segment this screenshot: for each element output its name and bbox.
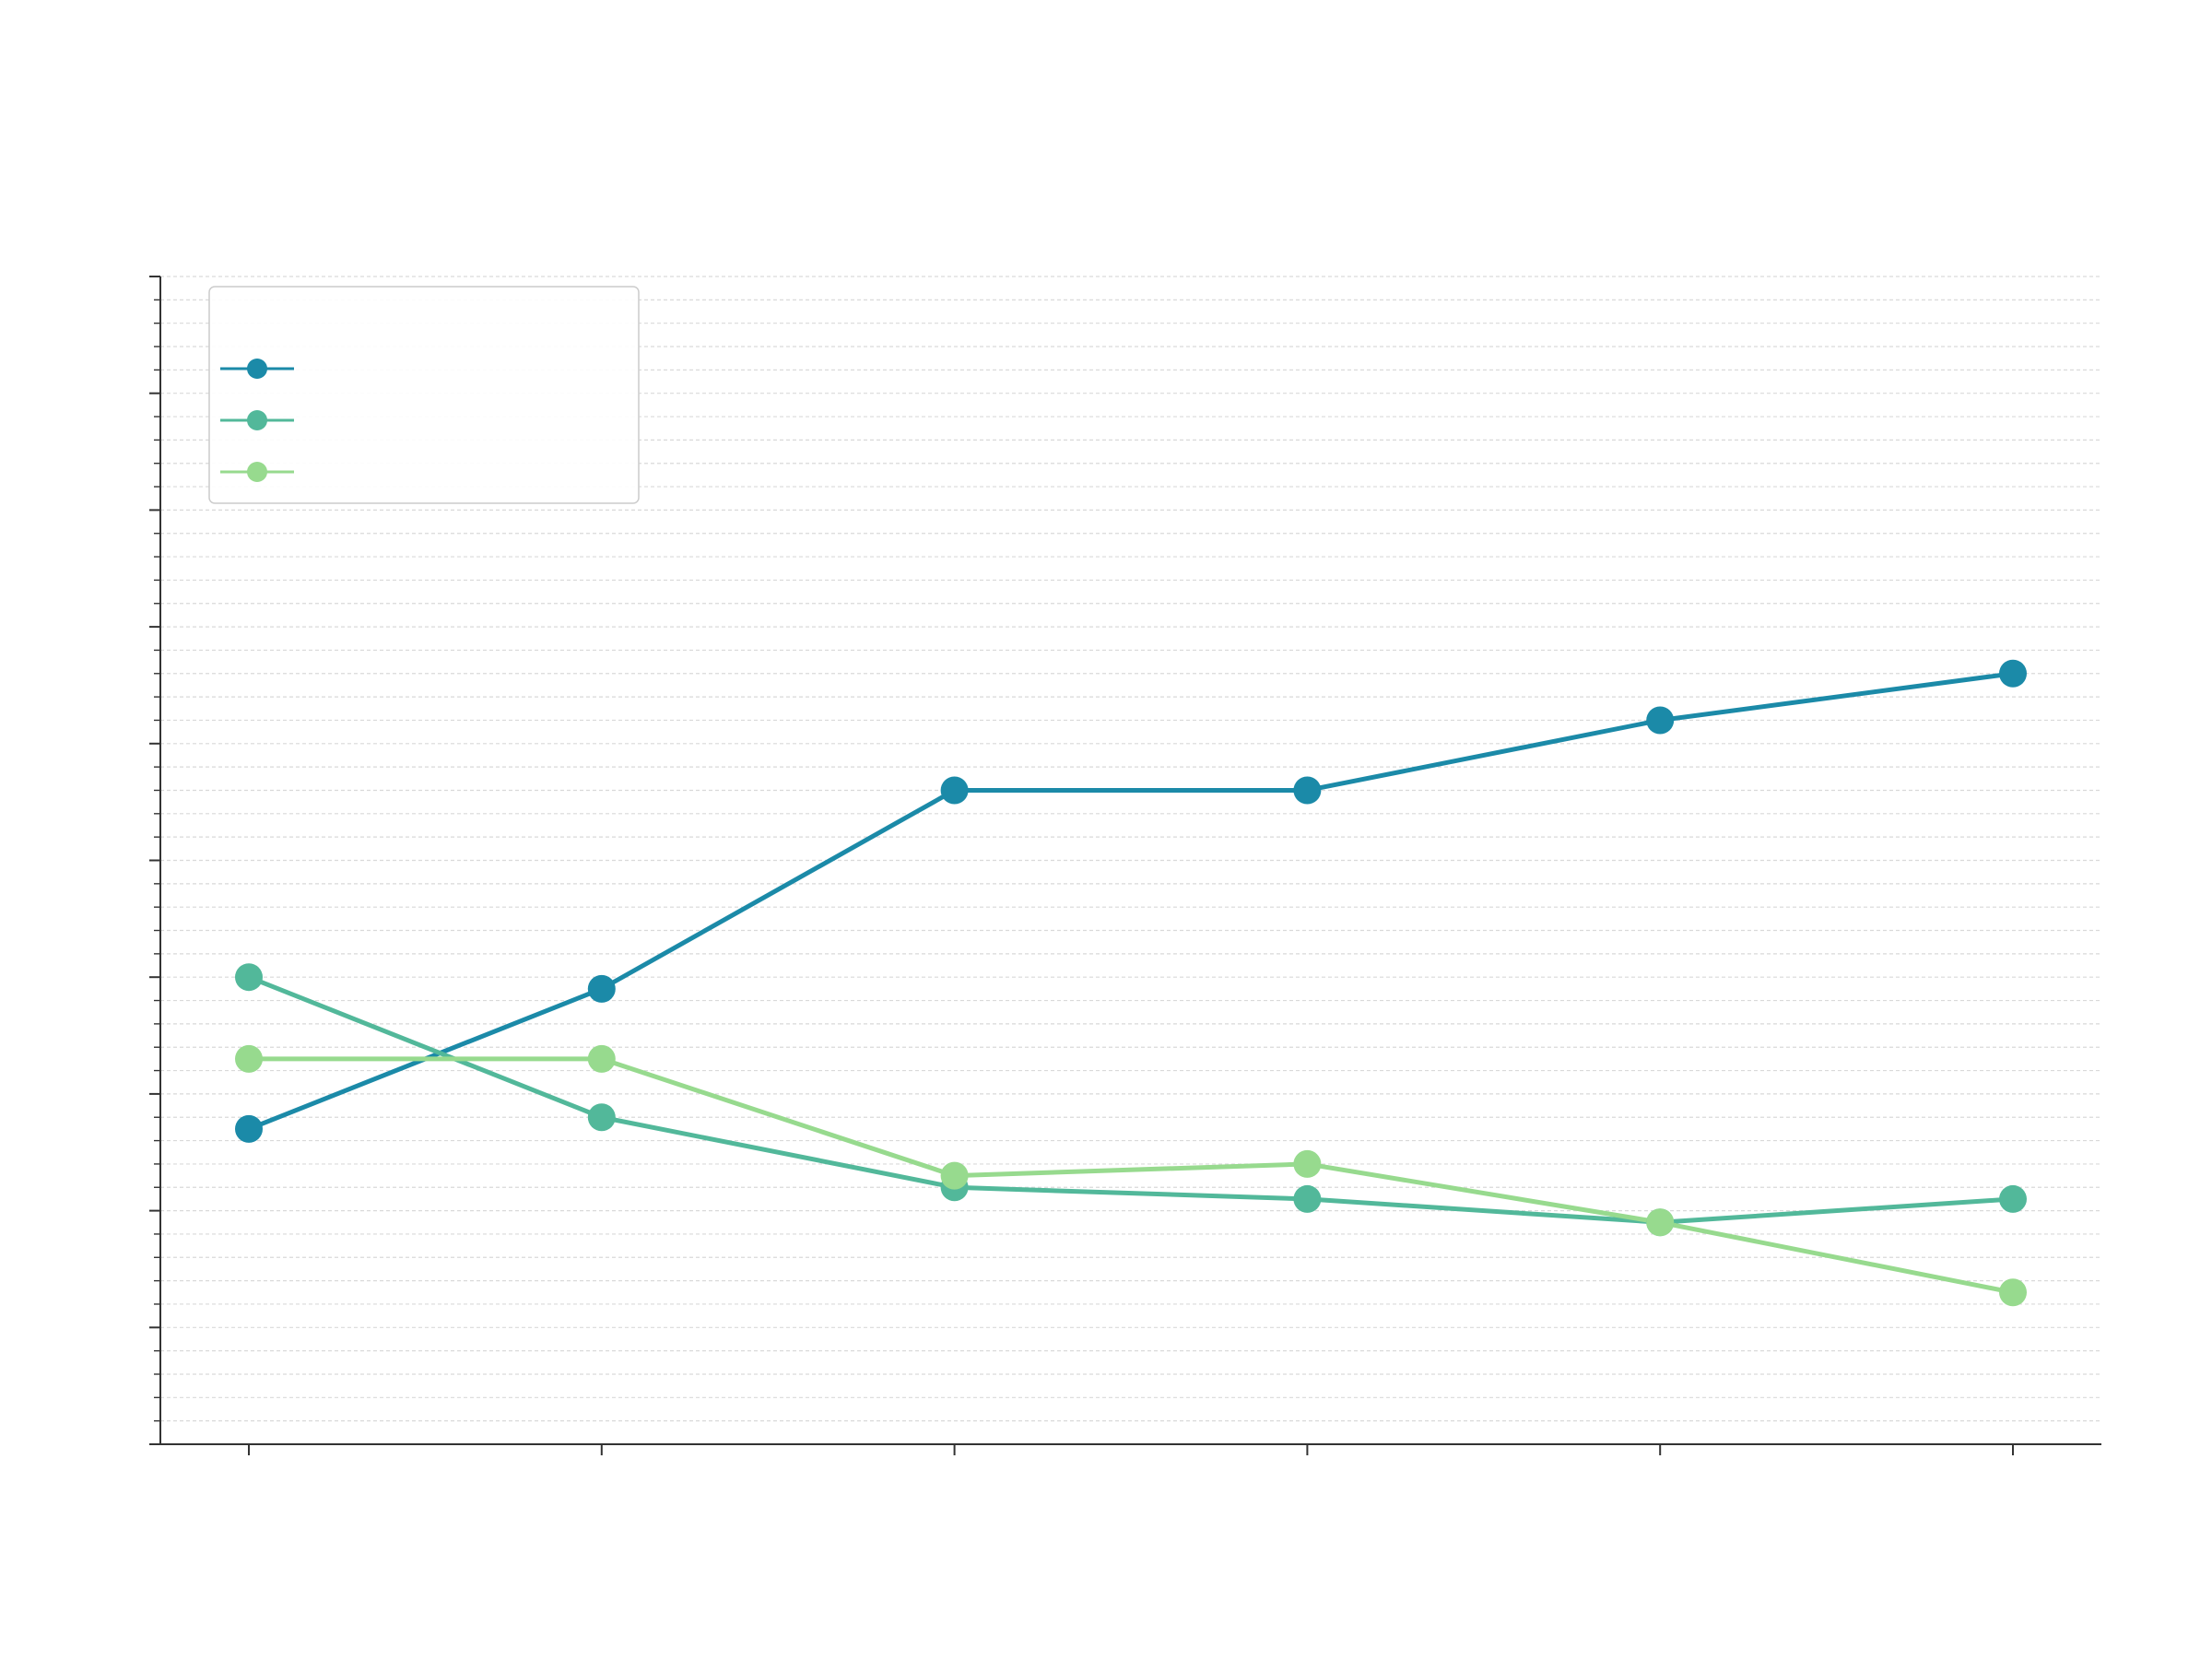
data-point-s3-6 xyxy=(1999,1278,2027,1307)
data-point-s2-6 xyxy=(1999,1184,2027,1213)
legend xyxy=(208,286,640,504)
data-point-s1-1 xyxy=(235,1114,263,1143)
series-line-2 xyxy=(246,974,2016,1225)
series-line-3 xyxy=(246,1056,2016,1295)
axes xyxy=(149,276,2101,1455)
series-layer xyxy=(235,659,2027,1307)
data-point-s2-1 xyxy=(235,963,263,992)
legend-marker-2 xyxy=(247,410,267,430)
data-point-s2-2 xyxy=(587,1103,616,1132)
data-point-s1-4 xyxy=(1293,776,1322,805)
legend-marker-3 xyxy=(247,462,267,482)
data-point-s3-4 xyxy=(1293,1149,1322,1178)
data-point-s1-3 xyxy=(940,776,969,805)
data-point-s2-4 xyxy=(1293,1184,1322,1213)
data-point-s3-5 xyxy=(1646,1208,1675,1237)
data-point-s1-6 xyxy=(1999,659,2027,688)
data-point-s3-2 xyxy=(587,1044,616,1073)
legend-marker-1 xyxy=(247,359,267,379)
series-line-1 xyxy=(246,671,2016,1132)
data-point-s3-3 xyxy=(940,1161,969,1190)
legend-box xyxy=(208,286,640,504)
data-point-s1-5 xyxy=(1646,706,1675,735)
data-point-s1-2 xyxy=(587,974,616,1003)
data-point-s3-1 xyxy=(235,1044,263,1073)
